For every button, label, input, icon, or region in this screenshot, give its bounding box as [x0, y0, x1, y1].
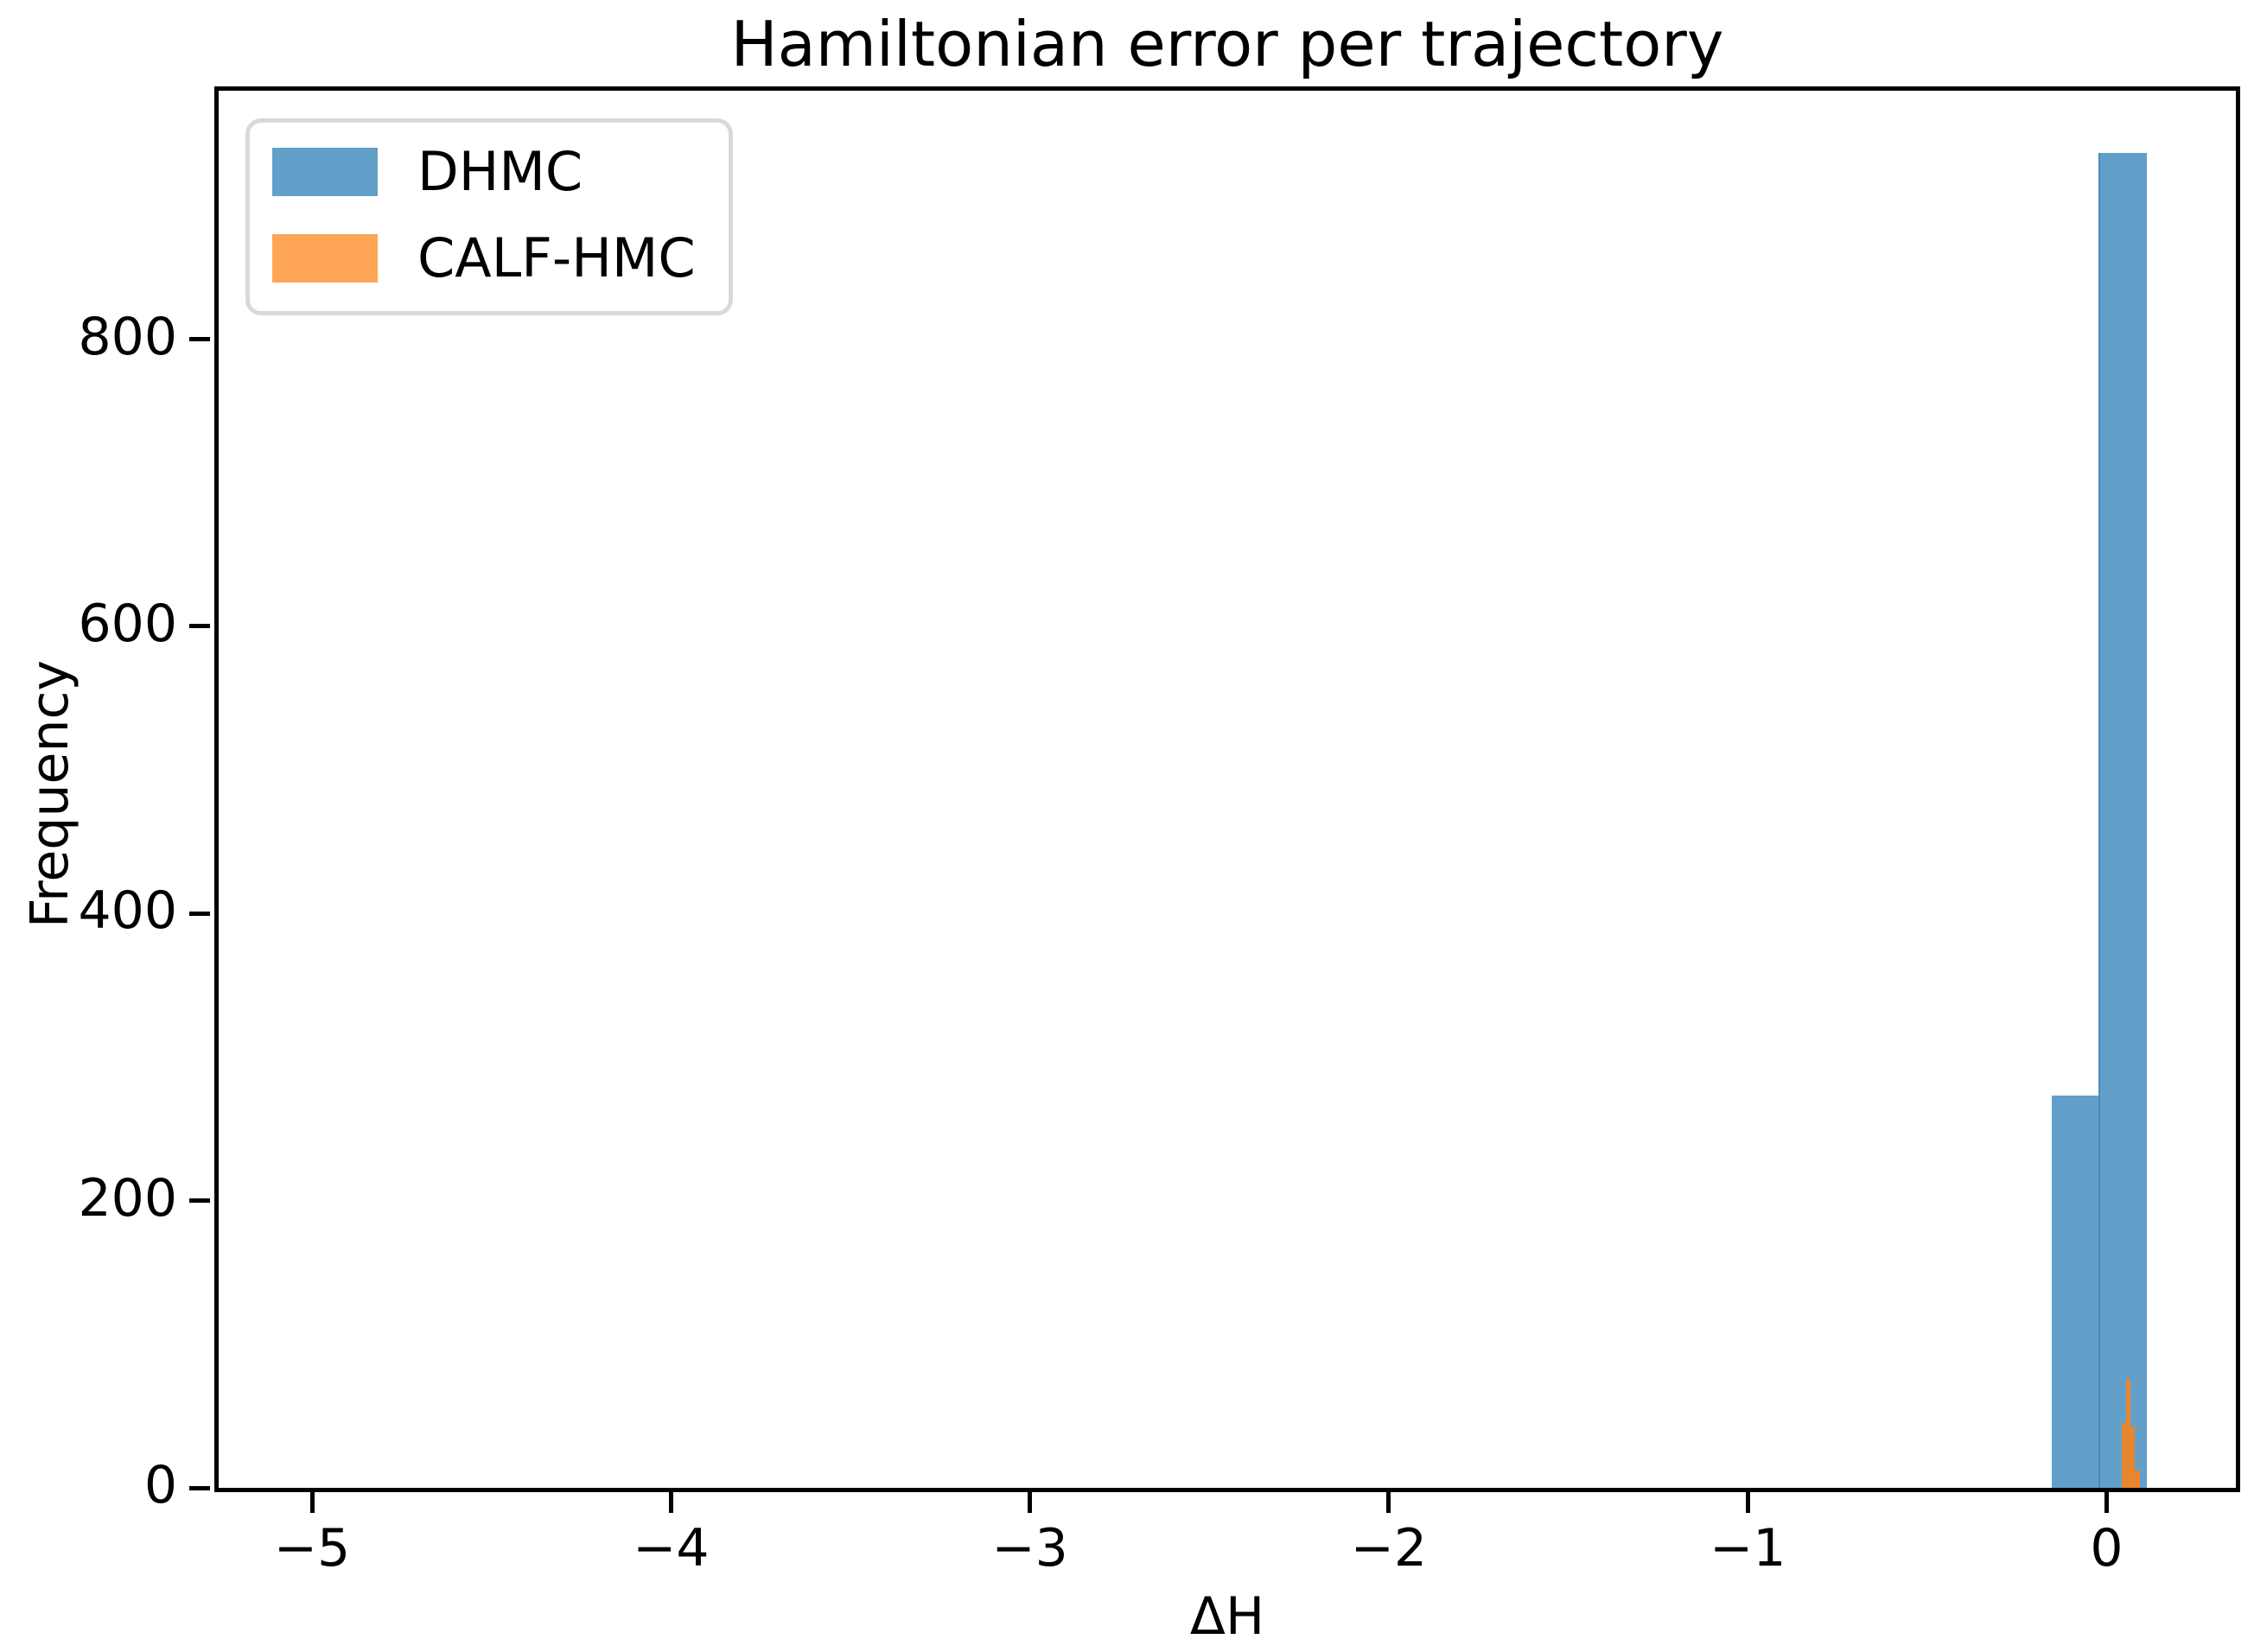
- x-tick-label: −5: [273, 1518, 351, 1579]
- bars-layer: [219, 91, 2236, 1488]
- histogram-bar-calf-hmc: [2135, 1471, 2141, 1488]
- y-tick-mark: [189, 1485, 210, 1490]
- y-axis-label: Frequency: [20, 660, 80, 928]
- legend-entry: CALF-HMC: [272, 232, 696, 285]
- x-tick-label: −4: [633, 1518, 710, 1579]
- x-axis-label: ΔH: [1189, 1586, 1265, 1647]
- histogram-bar-dhmc: [2052, 1096, 2098, 1488]
- y-tick-label: 400: [78, 880, 177, 942]
- x-tick-mark: [309, 1492, 315, 1513]
- x-tick-label: −1: [1709, 1518, 1786, 1579]
- histogram-bar-calf-hmc: [2121, 1423, 2126, 1488]
- legend-swatch: [272, 234, 378, 283]
- x-tick-label: 0: [2090, 1518, 2123, 1579]
- x-tick-label: −2: [1350, 1518, 1428, 1579]
- x-tick-mark: [1386, 1492, 1391, 1513]
- x-tick-mark: [1745, 1492, 1750, 1513]
- x-tick-label: −3: [991, 1518, 1068, 1579]
- histogram-bar-calf-hmc: [2125, 1378, 2131, 1488]
- y-tick-mark: [189, 911, 210, 916]
- y-tick-mark: [189, 624, 210, 629]
- y-tick-label: 200: [78, 1167, 177, 1229]
- plot-area: −5 −4 −3 −2 −1 0 0 200 400 600 800: [78, 86, 2240, 1579]
- y-tick-mark: [189, 1198, 210, 1204]
- legend-entry: DHMC: [272, 145, 696, 199]
- chart-title: Hamiltonian error per trajectory: [730, 8, 1724, 80]
- legend: DHMC CALF-HMC: [245, 118, 733, 315]
- legend-label: CALF-HMC: [417, 226, 696, 289]
- legend-label: DHMC: [417, 140, 583, 203]
- y-tick-label: 600: [78, 593, 177, 654]
- y-tick-label: 0: [143, 1455, 177, 1515]
- x-tick-mark: [668, 1492, 673, 1513]
- histogram-bar-dhmc: [2098, 152, 2147, 1488]
- y-tick-label: 800: [78, 306, 177, 367]
- histogram-bar-calf-hmc: [2130, 1426, 2136, 1488]
- y-tick-mark: [189, 337, 210, 341]
- ticks-layer: −5 −4 −3 −2 −1 0 0 200 400 600 800: [78, 91, 2236, 1579]
- x-tick-mark: [1028, 1492, 1033, 1513]
- legend-swatch: [272, 148, 378, 196]
- x-tick-mark: [2104, 1492, 2109, 1513]
